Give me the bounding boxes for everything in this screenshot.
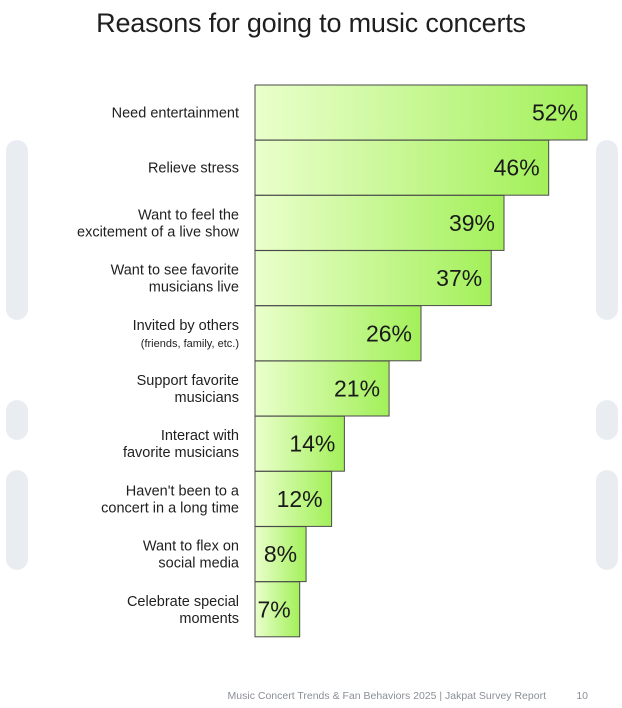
category-label-1-line-1: Need entertainment [112,106,239,122]
watermark-shape-right-top [596,140,618,320]
category-label-7-line-1: Interact with [161,428,239,444]
value-label-7: 14% [289,431,335,457]
category-label-2-line-1: Relieve stress [148,161,239,177]
category-label-9-line-2: social media [158,556,240,572]
bar-8 [254,470,333,527]
bar-5 [254,305,422,362]
category-label-8-line-2: concert in a long time [101,500,239,516]
category-label-8-line-1: Haven't been to a [126,483,240,499]
value-label-10: 7% [257,596,290,622]
category-label-10-line-2: moments [179,611,239,627]
value-label-5: 26% [366,320,412,346]
category-label-5-line-2: (friends, family, etc.) [141,338,239,350]
category-label-4-line-1: Want to see favorite [111,263,239,279]
bars-group: 52% 46% 39% 37% 26% 21% 14% 12% 8% 7% [254,84,588,638]
bar-2 [254,139,550,196]
page-number: 10 [576,690,588,702]
value-label-8: 12% [277,486,323,512]
category-label-4-line-2: musicians live [149,280,239,296]
bar-3 [254,194,505,251]
value-label-3: 39% [449,210,495,236]
category-labels-group: Need entertainment Relieve stress Want to … [77,106,240,627]
watermark-shape-left-mid [6,400,28,440]
value-label-6: 21% [334,376,380,402]
watermark-shape-left-top [6,140,28,320]
value-label-1: 52% [532,100,578,126]
value-label-4: 37% [436,265,482,291]
bar-10 [254,581,301,638]
category-label-3-line-2: excitement of a live show [77,224,240,240]
footer-source: Music Concert Trends & Fan Behaviors 202… [227,690,546,702]
value-label-9: 8% [264,541,297,567]
category-label-6-line-2: musicians [175,390,239,406]
value-label-2: 46% [494,155,540,181]
watermark-shape-right-low [596,470,618,570]
category-label-9-line-1: Want to flex on [143,539,239,555]
bar-9 [254,526,307,583]
bar-1 [254,84,588,141]
category-label-6-line-1: Support favorite [137,373,239,389]
category-label-7-line-2: favorite musicians [123,445,239,461]
watermark-shape-right-mid [596,400,618,440]
bar-7 [254,415,345,472]
category-label-10-line-1: Celebrate special [127,594,239,610]
category-label-5-line-1: Invited by others [133,318,239,334]
watermark-shape-left-low [6,470,28,570]
chart-title: Reasons for going to music concerts [96,8,526,38]
category-label-3-line-1: Want to feel the [138,207,239,223]
